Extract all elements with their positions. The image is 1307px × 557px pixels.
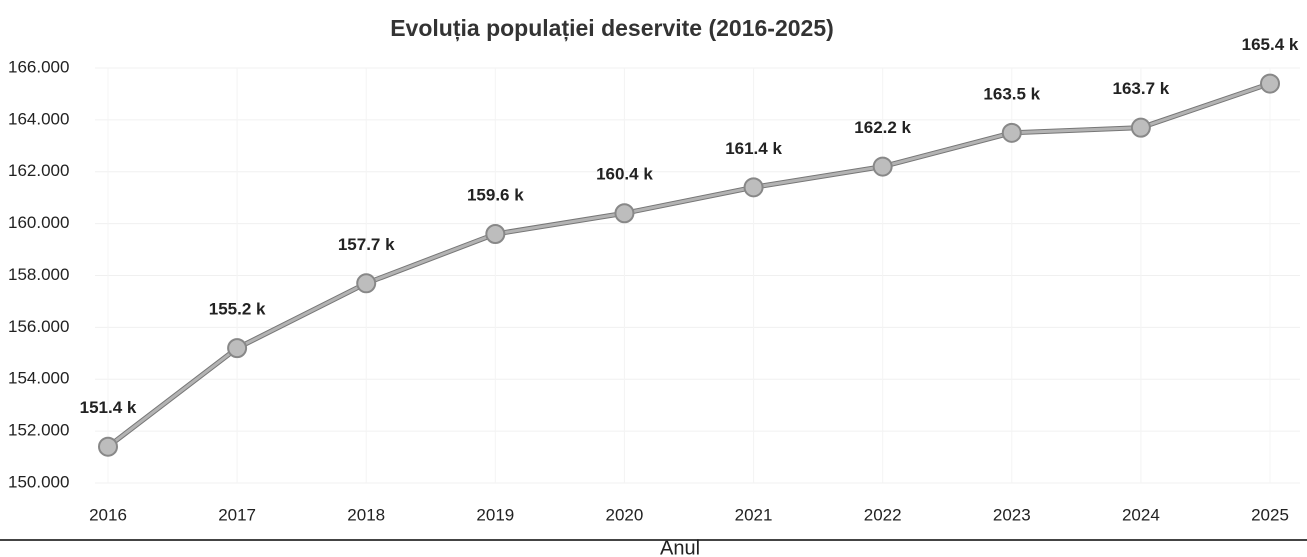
x-tick-label: 2025: [1251, 505, 1289, 524]
y-tick-label: 164.000: [8, 109, 69, 128]
data-label: 161.4 k: [725, 139, 782, 158]
data-label: 162.2 k: [854, 118, 911, 137]
y-tick-label: 150.000: [8, 472, 69, 491]
data-point: [485, 224, 506, 244]
data-line: [106, 81, 1271, 449]
data-line-inner: [107, 82, 1271, 448]
chart-title: Evoluția populației deservite (2016-2025…: [390, 15, 834, 42]
data-point: [872, 156, 893, 177]
data-point: [227, 338, 248, 359]
data-label: 163.5 k: [983, 84, 1040, 103]
x-tick-label: 2019: [476, 505, 514, 524]
x-tick-label: 2020: [606, 505, 644, 524]
y-tick-label: 152.000: [8, 421, 69, 440]
x-axis-label: Anul: [660, 537, 700, 557]
data-label: 159.6 k: [467, 185, 524, 204]
data-label: 160.4 k: [596, 165, 653, 184]
data-point: [356, 273, 377, 294]
x-tick-label: 2016: [89, 505, 127, 524]
y-tick-label: 154.000: [8, 369, 69, 388]
data-point: [743, 177, 764, 198]
y-tick-label: 166.000: [8, 57, 69, 76]
x-tick-label: 2024: [1122, 505, 1160, 524]
x-tick-label: 2017: [218, 505, 256, 524]
y-tick-label: 156.000: [8, 317, 69, 336]
y-tick-label: 162.000: [8, 161, 69, 180]
data-point: [1001, 122, 1022, 143]
y-tick-label: 160.000: [8, 213, 69, 232]
x-tick-label: 2022: [864, 505, 902, 524]
x-tick-label: 2018: [347, 505, 385, 524]
data-point: [614, 203, 635, 224]
x-tick-label: 2023: [993, 505, 1031, 524]
data-point: [1260, 73, 1280, 94]
data-point: [1130, 117, 1151, 138]
data-label: 165.4 k: [1242, 35, 1299, 54]
data-point: [98, 436, 118, 457]
data-label: 163.7 k: [1113, 79, 1170, 98]
x-tick-label: 2021: [735, 505, 773, 524]
data-label: 157.7 k: [338, 235, 395, 254]
data-label: 155.2 k: [209, 300, 266, 319]
y-tick-label: 158.000: [8, 265, 69, 284]
data-label: 151.4 k: [80, 398, 137, 417]
